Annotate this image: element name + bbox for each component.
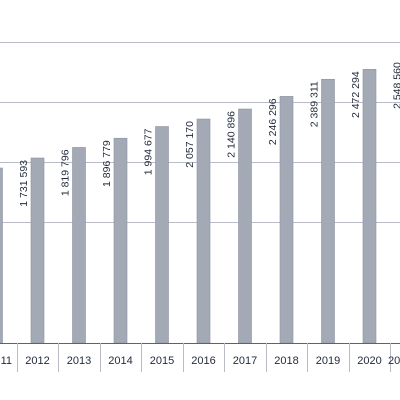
value-label-2021: 2 548 560: [392, 62, 400, 109]
bar-2020: [362, 69, 377, 344]
x-tick-label-2021: 20: [388, 355, 400, 367]
x-axis: 11 2012 2013 2014 2015 2016 2017 2018 2019 2020 20: [0, 343, 400, 372]
x-tick-label-2012: 2012: [25, 355, 49, 367]
value-label-2018: 2 246 296: [267, 98, 279, 145]
x-tick-label-2018: 2018: [274, 355, 298, 367]
bar-2014: [113, 137, 128, 344]
value-label-2012: 1 731 593: [18, 160, 30, 207]
bars: [0, 69, 377, 344]
value-label-2017: 2 140 896: [226, 111, 238, 158]
bar-2018: [279, 96, 294, 344]
x-tick-label-2016: 2016: [191, 355, 215, 367]
x-tick-label-2015: 2015: [150, 355, 174, 367]
value-label-2020: 2 472 294: [350, 71, 362, 118]
value-label-2016: 2 057 170: [184, 121, 196, 168]
value-labels: 1 731 593 1 819 796 1 896 779 1 994 677 2 05…: [18, 62, 400, 207]
value-label-2014: 1 896 779: [101, 140, 113, 187]
value-label-2013: 1 819 796: [60, 149, 72, 196]
value-label-2015: 1 994 677: [143, 128, 155, 175]
x-tick-label-2011: 11: [1, 355, 12, 367]
value-label-2019: 2 389 311: [309, 81, 321, 127]
bar-2011: [0, 167, 3, 344]
bar-2016: [196, 118, 211, 344]
x-tick-label-2014: 2014: [108, 355, 132, 367]
bar-2012: [30, 157, 45, 344]
x-tick-label-2013: 2013: [67, 355, 91, 367]
bar-2019: [321, 78, 335, 344]
bar-2015: [155, 126, 169, 344]
x-tick-label-2017: 2017: [233, 355, 257, 367]
bar-2017: [238, 108, 252, 344]
x-tick-label-2020: 2020: [357, 355, 381, 367]
x-tick-label-2019: 2019: [316, 355, 340, 367]
bar-2013: [72, 147, 86, 344]
